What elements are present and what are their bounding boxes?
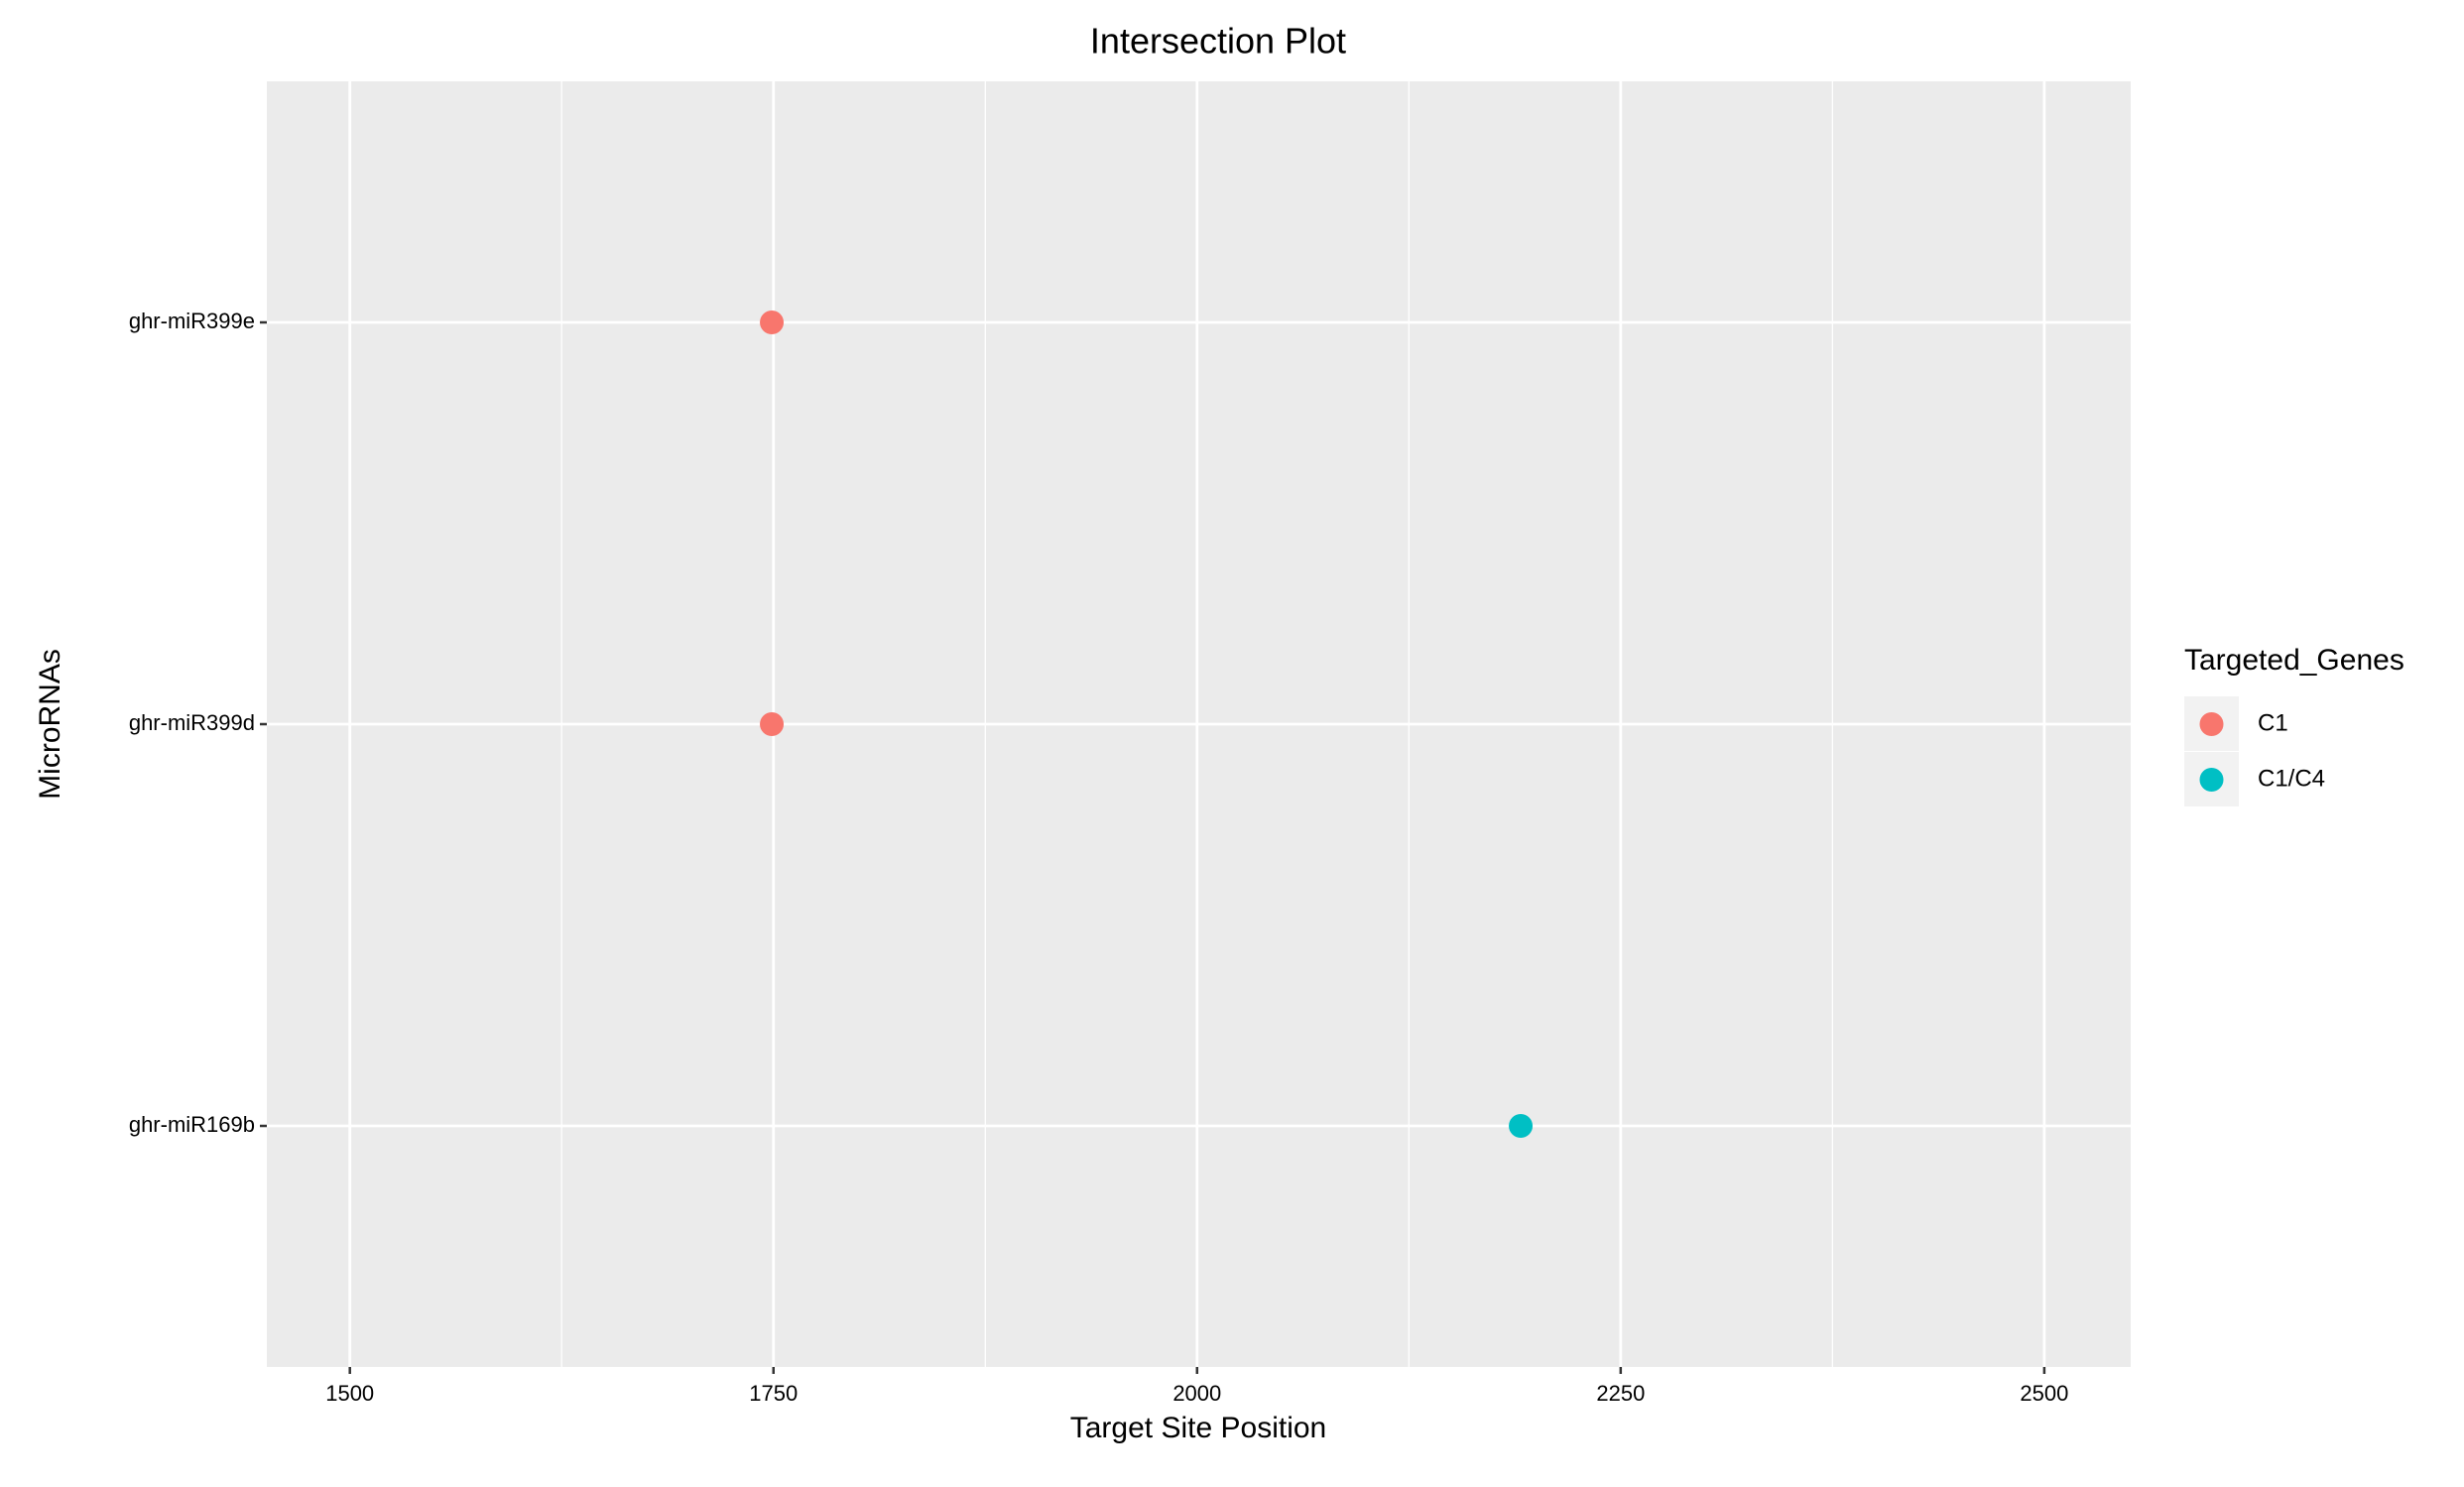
y-tick-label: ghr-miR399e [129,309,255,333]
x-tick-label: 1500 [325,1381,374,1406]
legend-label: C1/C4 [2258,765,2325,792]
data-point [760,310,785,334]
y-tick-label: ghr-miR169b [129,1112,255,1137]
x-tick-label: 1750 [749,1381,798,1406]
x-tick-label: 2250 [1596,1381,1645,1406]
legend-marker [2199,712,2224,736]
x-tick-label: 2000 [1172,1381,1221,1406]
data-point [760,712,785,736]
chart-title: Intersection Plot [1090,21,1346,62]
x-axis-title: Target Site Position [1070,1412,1326,1444]
y-tick-label: ghr-miR399d [129,710,255,735]
legend-title: Targeted_Genes [2184,644,2404,677]
legend-marker [2199,768,2224,792]
data-point [1509,1114,1534,1138]
legend-label: C1 [2258,709,2288,736]
y-axis-title: MicroRNAs [34,649,66,800]
x-tick-label: 2500 [2020,1381,2068,1406]
